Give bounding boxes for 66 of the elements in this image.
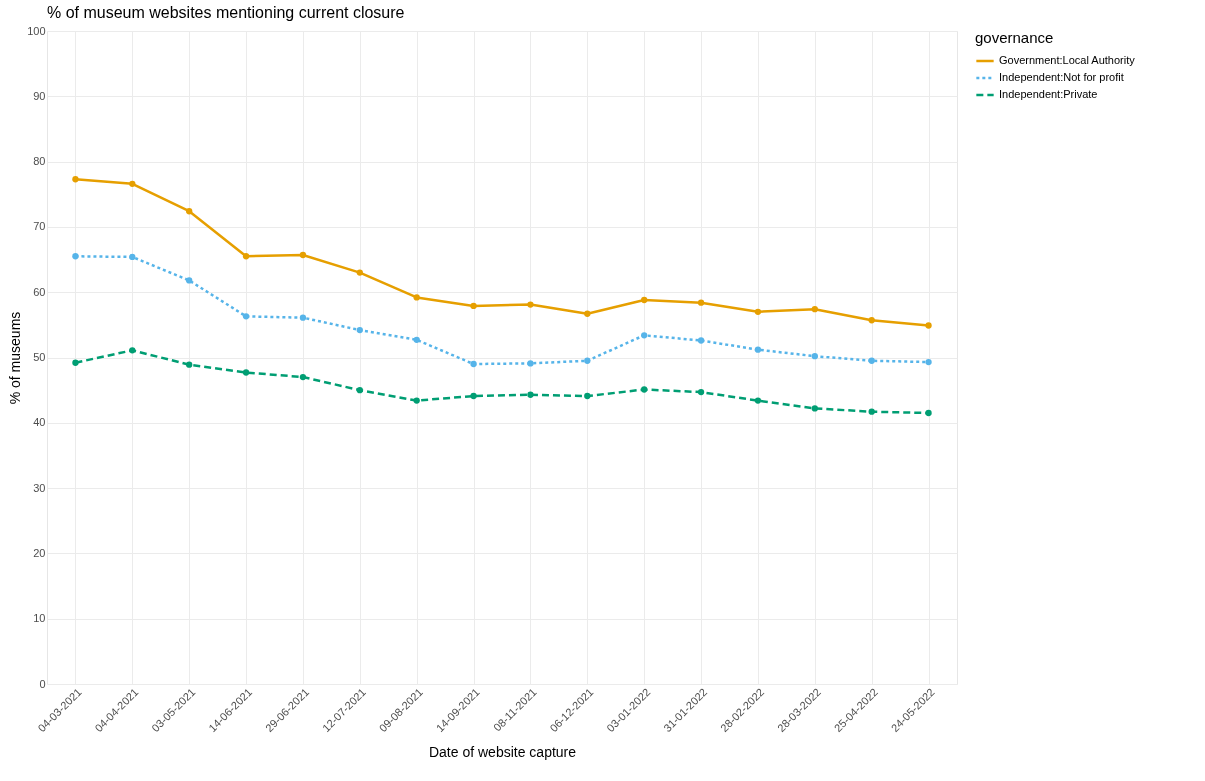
point [470,360,477,368]
point [754,346,762,353]
point [584,357,591,364]
point [299,314,307,321]
point [584,310,591,317]
point [129,253,136,261]
point [868,317,875,324]
point [242,313,250,320]
point [527,360,534,367]
point [584,392,591,400]
y-tick-label: 30 [33,481,46,494]
legend-label: Government:Local Authority [999,54,1136,66]
point [186,277,193,284]
point [811,353,818,360]
point [697,337,705,344]
point [754,308,762,315]
point [356,326,363,334]
point [925,322,932,329]
y-tick-label: 0 [39,677,46,690]
point [72,359,79,366]
chart-title: % of museum websites mentioning current closure [47,4,405,21]
point [186,361,193,368]
point [527,391,534,398]
point [129,347,136,354]
point [641,296,648,304]
y-tick-label: 80 [33,155,46,168]
y-tick-label: 50 [33,351,46,363]
y-tick-label: 90 [33,89,46,102]
y-axis-title: % of museums [7,311,24,405]
point [72,176,79,183]
point [868,408,875,415]
point [697,388,705,396]
point [129,180,136,187]
y-tick-label: 70 [33,220,46,233]
point [697,299,705,306]
point [413,294,420,301]
point [299,251,307,259]
y-tick-label: 20 [33,546,46,559]
point [811,405,818,412]
legend-label: Independent:Private [999,88,1098,100]
point [413,336,420,344]
point [868,357,875,364]
point [299,373,307,381]
legend-label: Independent:Not for profit [999,71,1124,83]
point [356,269,363,276]
y-tick-label: 10 [33,612,46,625]
point [413,397,420,404]
y-tick-label: 60 [33,285,46,298]
y-tick-label: 100 [27,24,46,37]
point [641,332,648,339]
point [641,386,648,393]
point [72,253,79,260]
point [470,302,477,310]
point [811,306,818,313]
point [242,369,250,376]
y-tick-label: 40 [33,416,46,429]
point [242,253,250,260]
point [186,208,193,215]
point [356,386,363,394]
point [527,301,534,308]
x-axis-title: Date of website capture [428,744,577,761]
legend-title: governance [975,29,1054,46]
point [925,358,932,366]
point [925,409,932,417]
point [754,397,762,404]
point [470,392,477,400]
